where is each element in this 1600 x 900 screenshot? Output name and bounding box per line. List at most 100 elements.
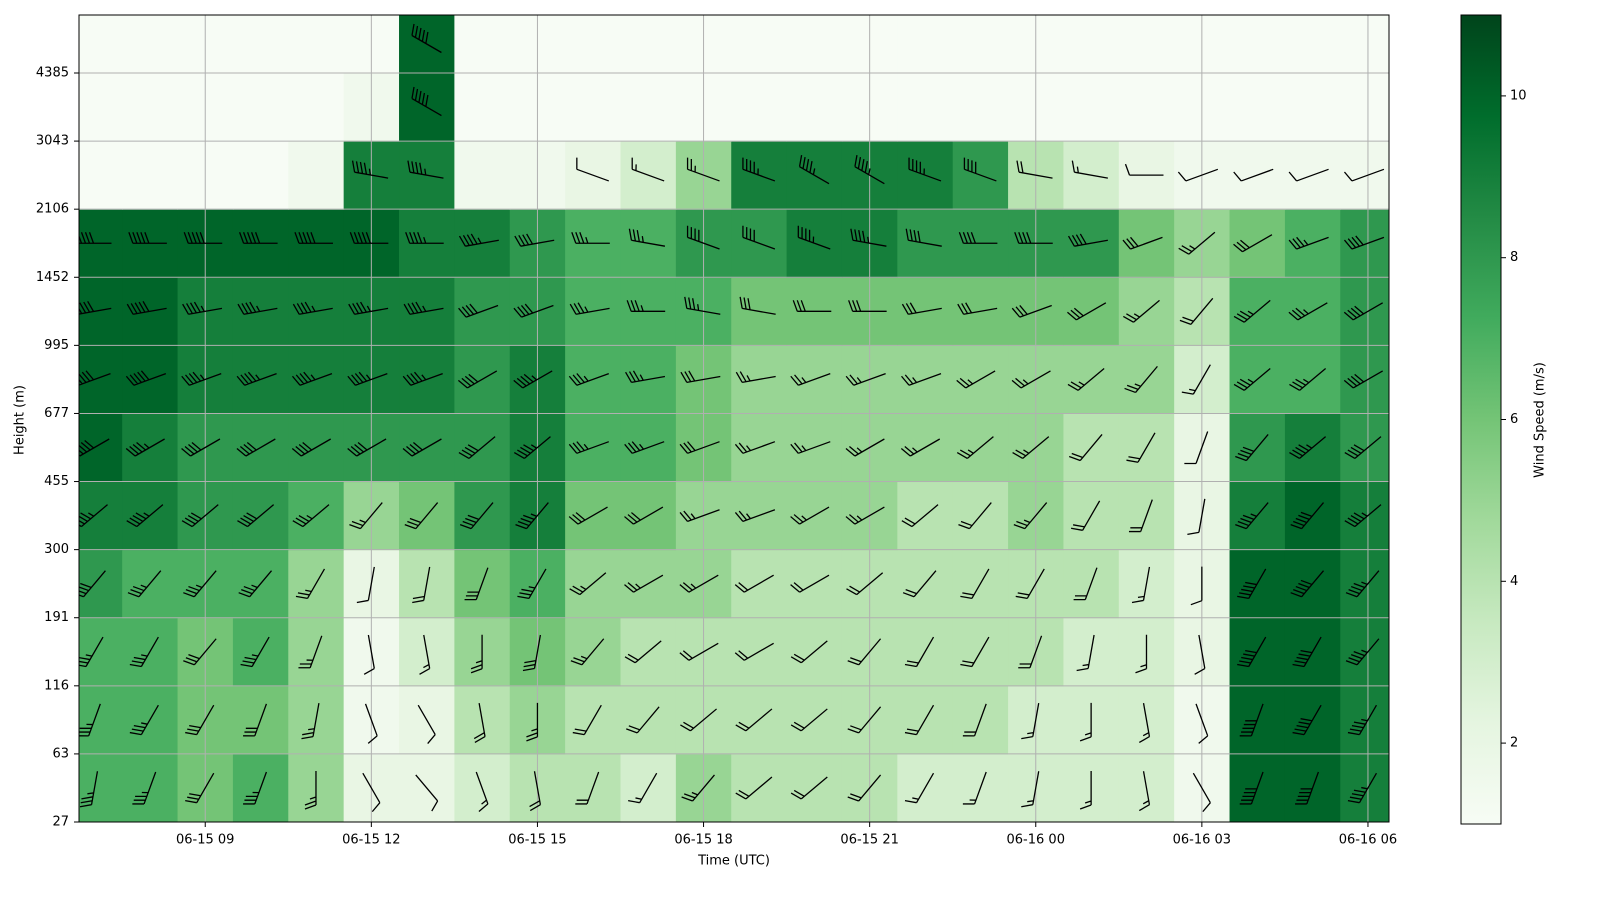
wind-barb	[1070, 500, 1101, 531]
wind-barb	[628, 772, 658, 804]
wind-barb	[908, 157, 942, 182]
wind-barb	[294, 232, 333, 244]
heat-cell	[731, 15, 788, 74]
heat-cell	[620, 15, 677, 74]
x-axis-label: Time (UTC)	[697, 854, 770, 869]
wind-barb	[1177, 168, 1219, 182]
heat-cell	[454, 141, 511, 210]
wind-barb	[684, 296, 721, 315]
wind-barb	[458, 303, 499, 318]
wind-barb	[1239, 771, 1264, 805]
heat-cell	[79, 277, 123, 346]
wind-barb	[904, 772, 935, 804]
heat-cell	[952, 15, 1009, 74]
wind-barb	[1128, 499, 1153, 533]
heat-cell	[454, 15, 511, 74]
heat-cell	[232, 15, 289, 74]
wind-barb	[847, 706, 882, 734]
heat-cell	[288, 15, 345, 74]
wind-barb	[1345, 570, 1380, 598]
wind-barb	[236, 438, 276, 457]
wind-barb	[734, 441, 776, 454]
wind-barb	[1079, 702, 1092, 742]
heat-cell	[288, 73, 345, 142]
heat-cell	[79, 73, 123, 142]
wind-barb	[848, 300, 887, 312]
wind-barb	[363, 634, 375, 675]
heat-cell	[232, 141, 289, 210]
wind-barb	[292, 504, 330, 528]
wind-barb	[126, 504, 164, 528]
wind-barb	[240, 636, 270, 668]
wind-barb	[129, 636, 159, 668]
wind-barb	[1233, 367, 1271, 391]
wind-barb	[1013, 502, 1048, 530]
heat-cell	[79, 549, 123, 619]
heat-cell	[1340, 73, 1389, 142]
wind-barb	[237, 301, 278, 315]
wind-barb	[575, 771, 600, 805]
wind-barb	[1178, 231, 1216, 255]
wind-barb	[790, 708, 828, 732]
heat-cell	[1063, 73, 1120, 142]
heat-cell	[952, 73, 1009, 142]
wind-barb	[403, 301, 444, 315]
wind-barb	[1018, 635, 1043, 669]
heatmap	[79, 15, 1389, 822]
wind-barb	[797, 225, 831, 250]
wind-barb	[956, 370, 996, 389]
wind-barb	[1288, 236, 1329, 250]
wind-barb	[572, 704, 602, 736]
wind-barb	[569, 572, 607, 596]
wind-barb	[1067, 233, 1108, 247]
wind-barb	[301, 703, 320, 740]
wind-barb	[126, 301, 167, 315]
wind-barb	[185, 772, 215, 804]
wind-barb	[846, 572, 884, 596]
wind-barb	[1235, 434, 1269, 462]
wind-barb	[515, 502, 549, 530]
wind-barb	[679, 574, 719, 593]
wind-barb	[625, 370, 666, 384]
wind-barb	[412, 566, 431, 604]
wind-barb	[624, 640, 662, 664]
wind-barb	[1073, 567, 1098, 601]
wind-barb	[79, 370, 111, 386]
wind-barb	[742, 225, 776, 250]
heat-cell	[79, 685, 123, 755]
heat-cell	[731, 73, 788, 142]
wind-barb	[900, 438, 941, 457]
wind-barb	[569, 302, 610, 315]
heat-cell	[1340, 15, 1389, 74]
heat-cell	[288, 141, 345, 210]
wind-barb	[182, 301, 223, 315]
wind-barb	[513, 303, 554, 318]
y-tick-label: 63	[52, 746, 69, 761]
wind-barb	[1239, 703, 1264, 737]
wind-barb	[351, 160, 389, 179]
wind-barb	[127, 570, 162, 598]
heat-cell	[79, 345, 123, 414]
wind-barb	[459, 502, 494, 530]
heat-cell	[1284, 15, 1341, 74]
wind-barb	[1122, 236, 1163, 250]
wind-barb	[1014, 232, 1053, 244]
y-tick-label: 27	[52, 815, 69, 830]
wind-barb	[1290, 570, 1325, 598]
wind-barb	[522, 634, 542, 672]
heat-cell	[1118, 73, 1175, 142]
wind-barb	[1067, 367, 1105, 391]
wind-barb	[1347, 704, 1378, 736]
x-tick-label: 06-15 18	[674, 833, 732, 848]
heat-cell	[620, 73, 677, 142]
wind-barb	[1021, 703, 1040, 740]
wind-barb	[1194, 634, 1206, 675]
heat-cell	[1229, 73, 1286, 142]
wind-barb	[1068, 434, 1103, 462]
wind-barb	[845, 372, 886, 386]
heat-cell	[1118, 15, 1175, 74]
wind-barb	[845, 438, 885, 457]
wind-barb	[798, 154, 830, 185]
colorbar-tick-label: 2	[1510, 736, 1518, 751]
heat-cell	[79, 617, 123, 687]
